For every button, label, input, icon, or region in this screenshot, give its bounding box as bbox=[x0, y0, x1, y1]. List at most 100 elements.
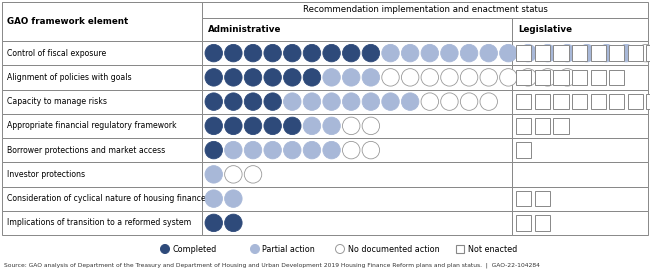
Circle shape bbox=[343, 93, 360, 110]
Circle shape bbox=[402, 44, 419, 62]
Bar bbox=[535, 94, 550, 109]
Circle shape bbox=[225, 69, 242, 86]
Bar bbox=[2, 2, 202, 41]
Bar bbox=[2, 186, 202, 211]
Text: Consideration of cyclical nature of housing finance: Consideration of cyclical nature of hous… bbox=[7, 194, 206, 203]
Circle shape bbox=[205, 141, 222, 159]
Circle shape bbox=[343, 69, 360, 86]
Bar bbox=[535, 46, 550, 61]
Circle shape bbox=[421, 69, 439, 86]
Bar bbox=[609, 46, 625, 61]
Circle shape bbox=[323, 117, 341, 135]
Bar bbox=[535, 191, 550, 206]
Bar bbox=[512, 114, 648, 138]
Circle shape bbox=[480, 69, 497, 86]
Circle shape bbox=[402, 69, 419, 86]
Bar bbox=[202, 162, 512, 186]
Circle shape bbox=[362, 117, 380, 135]
Circle shape bbox=[335, 245, 345, 254]
Bar bbox=[2, 138, 202, 162]
Circle shape bbox=[244, 117, 262, 135]
Circle shape bbox=[421, 93, 439, 110]
Bar bbox=[516, 143, 531, 158]
Circle shape bbox=[283, 69, 301, 86]
Text: Appropriate financial regulatory framework: Appropriate financial regulatory framewo… bbox=[7, 121, 177, 130]
Bar bbox=[591, 94, 606, 109]
Bar bbox=[647, 46, 650, 61]
Circle shape bbox=[244, 166, 262, 183]
Bar bbox=[628, 94, 643, 109]
Bar bbox=[516, 94, 531, 109]
Text: GAO framework element: GAO framework element bbox=[7, 17, 128, 26]
Circle shape bbox=[637, 44, 650, 62]
Circle shape bbox=[205, 166, 222, 183]
Circle shape bbox=[618, 44, 635, 62]
Circle shape bbox=[343, 141, 360, 159]
Text: Partial action: Partial action bbox=[263, 245, 315, 254]
Text: Completed: Completed bbox=[172, 245, 216, 254]
Circle shape bbox=[480, 44, 497, 62]
Circle shape bbox=[343, 117, 360, 135]
Circle shape bbox=[225, 117, 242, 135]
Bar bbox=[202, 186, 512, 211]
Circle shape bbox=[323, 93, 341, 110]
Circle shape bbox=[519, 69, 537, 86]
Text: Alignment of policies with goals: Alignment of policies with goals bbox=[7, 73, 131, 82]
Circle shape bbox=[421, 44, 439, 62]
Bar bbox=[202, 90, 512, 114]
Bar bbox=[456, 245, 463, 253]
Circle shape bbox=[323, 141, 341, 159]
Circle shape bbox=[303, 93, 320, 110]
Circle shape bbox=[460, 44, 478, 62]
Circle shape bbox=[205, 117, 222, 135]
Circle shape bbox=[244, 69, 262, 86]
Circle shape bbox=[323, 69, 341, 86]
Circle shape bbox=[283, 44, 301, 62]
Bar bbox=[512, 18, 648, 41]
Circle shape bbox=[382, 69, 399, 86]
Circle shape bbox=[225, 190, 242, 207]
Bar bbox=[516, 118, 531, 133]
Bar bbox=[512, 162, 648, 186]
Bar bbox=[553, 70, 569, 85]
Circle shape bbox=[303, 141, 320, 159]
Circle shape bbox=[382, 44, 399, 62]
Bar bbox=[516, 191, 531, 206]
Bar bbox=[202, 114, 512, 138]
Bar bbox=[516, 70, 531, 85]
Circle shape bbox=[205, 69, 222, 86]
Circle shape bbox=[598, 44, 616, 62]
Circle shape bbox=[244, 44, 262, 62]
Bar bbox=[628, 46, 643, 61]
Circle shape bbox=[460, 69, 478, 86]
Text: Recommendation implementation and enactment status: Recommendation implementation and enactm… bbox=[302, 5, 547, 14]
Circle shape bbox=[460, 93, 478, 110]
Circle shape bbox=[500, 69, 517, 86]
Bar bbox=[202, 138, 512, 162]
Bar bbox=[2, 162, 202, 186]
Circle shape bbox=[402, 93, 419, 110]
Bar bbox=[647, 94, 650, 109]
Bar bbox=[609, 70, 625, 85]
Text: Control of fiscal exposure: Control of fiscal exposure bbox=[7, 49, 106, 58]
Bar bbox=[202, 18, 512, 41]
Bar bbox=[572, 70, 587, 85]
Text: Borrower protections and market access: Borrower protections and market access bbox=[7, 146, 165, 155]
Circle shape bbox=[283, 141, 301, 159]
Circle shape bbox=[539, 69, 556, 86]
Circle shape bbox=[264, 141, 281, 159]
Circle shape bbox=[362, 44, 380, 62]
Circle shape bbox=[225, 93, 242, 110]
Circle shape bbox=[225, 141, 242, 159]
Circle shape bbox=[264, 93, 281, 110]
Bar bbox=[535, 215, 550, 230]
Circle shape bbox=[264, 69, 281, 86]
Circle shape bbox=[303, 117, 320, 135]
Circle shape bbox=[519, 44, 537, 62]
Circle shape bbox=[225, 166, 242, 183]
Circle shape bbox=[225, 44, 242, 62]
Text: Not enacted: Not enacted bbox=[467, 245, 517, 254]
Bar bbox=[535, 70, 550, 85]
Circle shape bbox=[441, 69, 458, 86]
Circle shape bbox=[303, 44, 320, 62]
